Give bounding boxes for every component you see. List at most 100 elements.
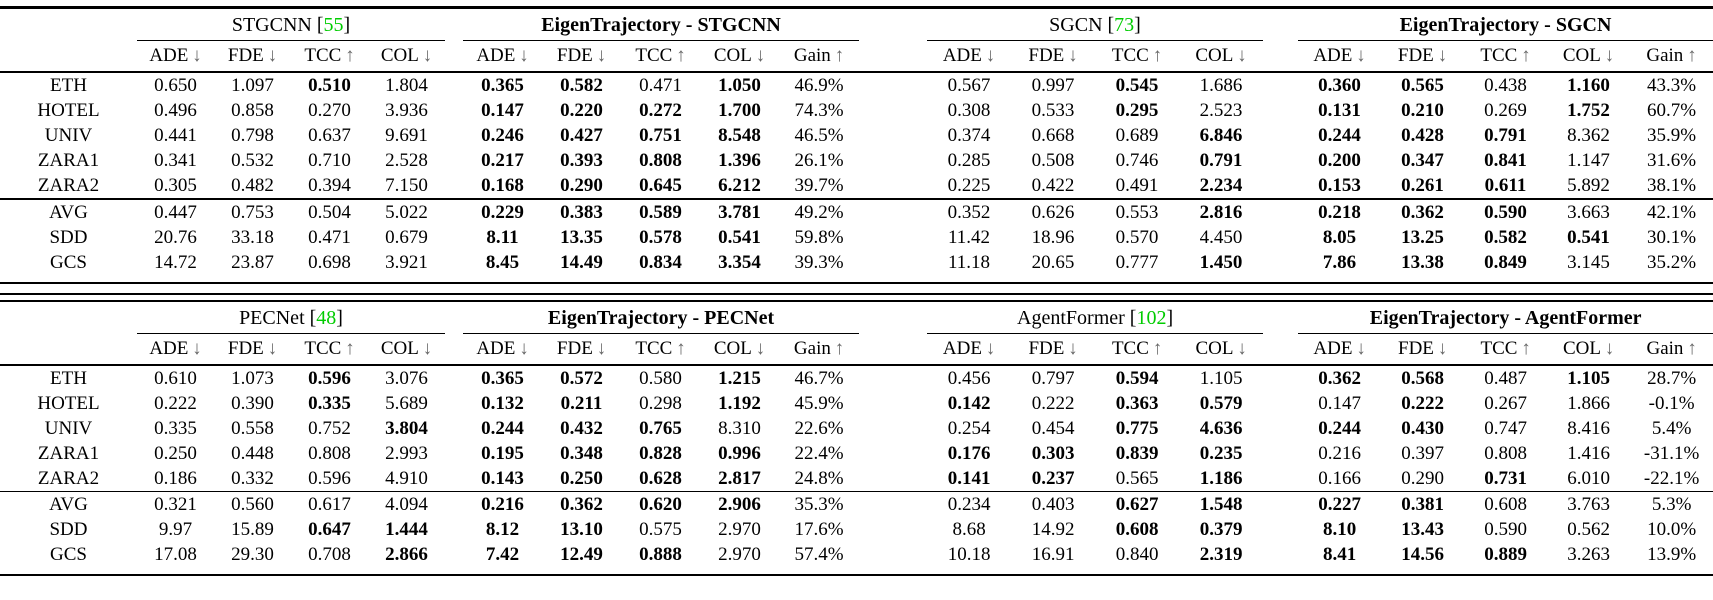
gain-cell: -22.1% <box>1643 467 1700 489</box>
value-cell: 0.610 <box>154 367 197 389</box>
gain-cell: 30.1% <box>1646 226 1697 248</box>
value-cell: 5.892 <box>1567 175 1610 196</box>
value-cell: 0.798 <box>231 125 274 146</box>
value-cell: 0.303 <box>1031 442 1075 464</box>
value-cell: 0.532 <box>231 150 274 171</box>
column-spacer <box>1263 123 1298 148</box>
value-cell: 0.381 <box>1401 494 1444 515</box>
group-title: AgentFormer [102] <box>927 301 1264 334</box>
metric-direction-arrow-icon: ↓ <box>1437 337 1448 359</box>
metric-header: ADE ↓ <box>149 45 202 66</box>
value-cell: 0.590 <box>1484 519 1527 540</box>
value-cell: 6.212 <box>718 175 761 196</box>
value-cell: 0.141 <box>947 467 991 489</box>
row-label: UNIV <box>44 125 93 146</box>
value-cell: 0.222 <box>1031 392 1075 414</box>
value-cell: 0.269 <box>1484 100 1527 121</box>
gain-cell: 49.2% <box>794 201 844 223</box>
value-cell: 2.523 <box>1199 100 1243 121</box>
value-cell: 0.628 <box>639 467 682 489</box>
value-cell: 0.210 <box>1401 100 1444 121</box>
metric-header: COL ↓ <box>1562 337 1615 359</box>
row-label: GCS <box>50 251 87 273</box>
table-row: SDD 9.97 15.89 0.647 1.444 8.12 13.10 0.575 2.97… <box>0 517 1713 542</box>
metric-header: TCC ↑ <box>635 45 686 66</box>
gain-cell: 60.7% <box>1646 100 1697 121</box>
column-spacer <box>859 148 927 173</box>
metric-direction-arrow-icon: ↓ <box>519 45 529 66</box>
metric-header: ADE ↓ <box>1313 337 1366 359</box>
value-cell: 1.105 <box>1199 367 1243 389</box>
value-cell: 1.073 <box>231 367 274 389</box>
value-cell: 0.438 <box>1484 75 1527 96</box>
metric-direction-arrow-icon: ↑ <box>1521 45 1531 66</box>
value-cell: 0.332 <box>231 467 274 489</box>
value-cell: 1.105 <box>1567 367 1610 389</box>
value-cell: 0.397 <box>1401 442 1444 464</box>
table-separator-double-rule <box>0 292 1713 302</box>
table-row: UNIV 0.441 0.798 0.637 9.691 0.246 0.427 0.751 8… <box>0 123 1713 148</box>
value-cell: 1.186 <box>1199 467 1243 489</box>
value-cell: 0.153 <box>1318 175 1361 196</box>
horizontal-rule <box>0 71 1713 73</box>
metric-direction-arrow-icon: ↑ <box>1152 45 1163 66</box>
gain-cell: 59.8% <box>794 226 844 248</box>
column-spacer <box>859 173 927 198</box>
value-cell: 0.562 <box>1567 519 1610 540</box>
metric-direction-arrow-icon: ↓ <box>1604 337 1615 359</box>
value-cell: 8.11 <box>486 226 519 248</box>
column-spacer <box>859 123 927 148</box>
metric-header: Gain ↑ <box>793 337 845 359</box>
metric-header: COL ↓ <box>1562 45 1615 66</box>
group-title: EigenTrajectory - PECNet <box>463 301 860 334</box>
value-cell: 0.261 <box>1401 175 1444 196</box>
value-cell: 0.235 <box>1199 442 1243 464</box>
column-spacer <box>1263 98 1298 123</box>
horizontal-rule-line <box>0 574 1713 576</box>
gain-cell: 35.3% <box>794 494 844 515</box>
metric-header: COL ↓ <box>1195 337 1247 359</box>
row-label: GCS <box>50 544 87 565</box>
value-cell: 0.132 <box>481 392 524 414</box>
value-cell: 2.970 <box>718 519 761 540</box>
value-cell: 0.447 <box>154 201 197 223</box>
value-cell: 1.548 <box>1199 494 1243 515</box>
column-spacer <box>1263 173 1298 198</box>
metric-header: FDE ↓ <box>227 337 278 359</box>
metric-direction-arrow-icon: ↓ <box>267 337 278 359</box>
gain-cell: 74.3% <box>794 100 844 121</box>
gain-cell: 24.8% <box>794 467 844 489</box>
value-cell: 0.216 <box>481 494 524 515</box>
citation-number: 102 <box>1136 306 1167 329</box>
value-cell: 1.050 <box>718 75 761 96</box>
column-spacer <box>1263 492 1298 517</box>
metric-header: Gain ↑ <box>793 45 845 66</box>
value-cell: 8.416 <box>1567 417 1610 439</box>
row-label: ETH <box>50 367 87 389</box>
metric-header: COL ↓ <box>380 337 433 359</box>
metric-direction-arrow-icon: ↓ <box>596 337 607 359</box>
results-table-1: STGCNN [55] EigenTrajectory - STGCNN SGCN … <box>0 6 1713 284</box>
metric-header: ADE ↓ <box>1313 45 1366 66</box>
value-cell: 0.553 <box>1115 201 1159 223</box>
column-spacer <box>1263 250 1298 275</box>
value-cell: 0.430 <box>1401 417 1444 439</box>
value-cell: 0.290 <box>560 175 603 196</box>
value-cell: 8.45 <box>485 251 520 273</box>
row-label-header-blank <box>0 333 137 364</box>
value-cell: 6.010 <box>1567 467 1610 489</box>
value-cell: 0.533 <box>1031 100 1075 121</box>
value-cell: 3.763 <box>1567 494 1610 515</box>
metric-header: TCC ↑ <box>1111 337 1163 359</box>
value-cell: 1.700 <box>718 100 761 121</box>
metric-direction-arrow-icon: ↓ <box>192 45 202 66</box>
column-spacer <box>445 123 463 148</box>
value-cell: 3.076 <box>385 367 428 389</box>
value-cell: 0.508 <box>1031 150 1075 171</box>
column-spacer <box>445 9 463 41</box>
column-spacer <box>859 492 927 517</box>
metric-direction-arrow-icon: ↑ <box>345 337 355 359</box>
column-spacer <box>445 391 463 416</box>
value-cell: 3.263 <box>1567 544 1610 565</box>
gain-cell: 45.9% <box>794 392 844 414</box>
